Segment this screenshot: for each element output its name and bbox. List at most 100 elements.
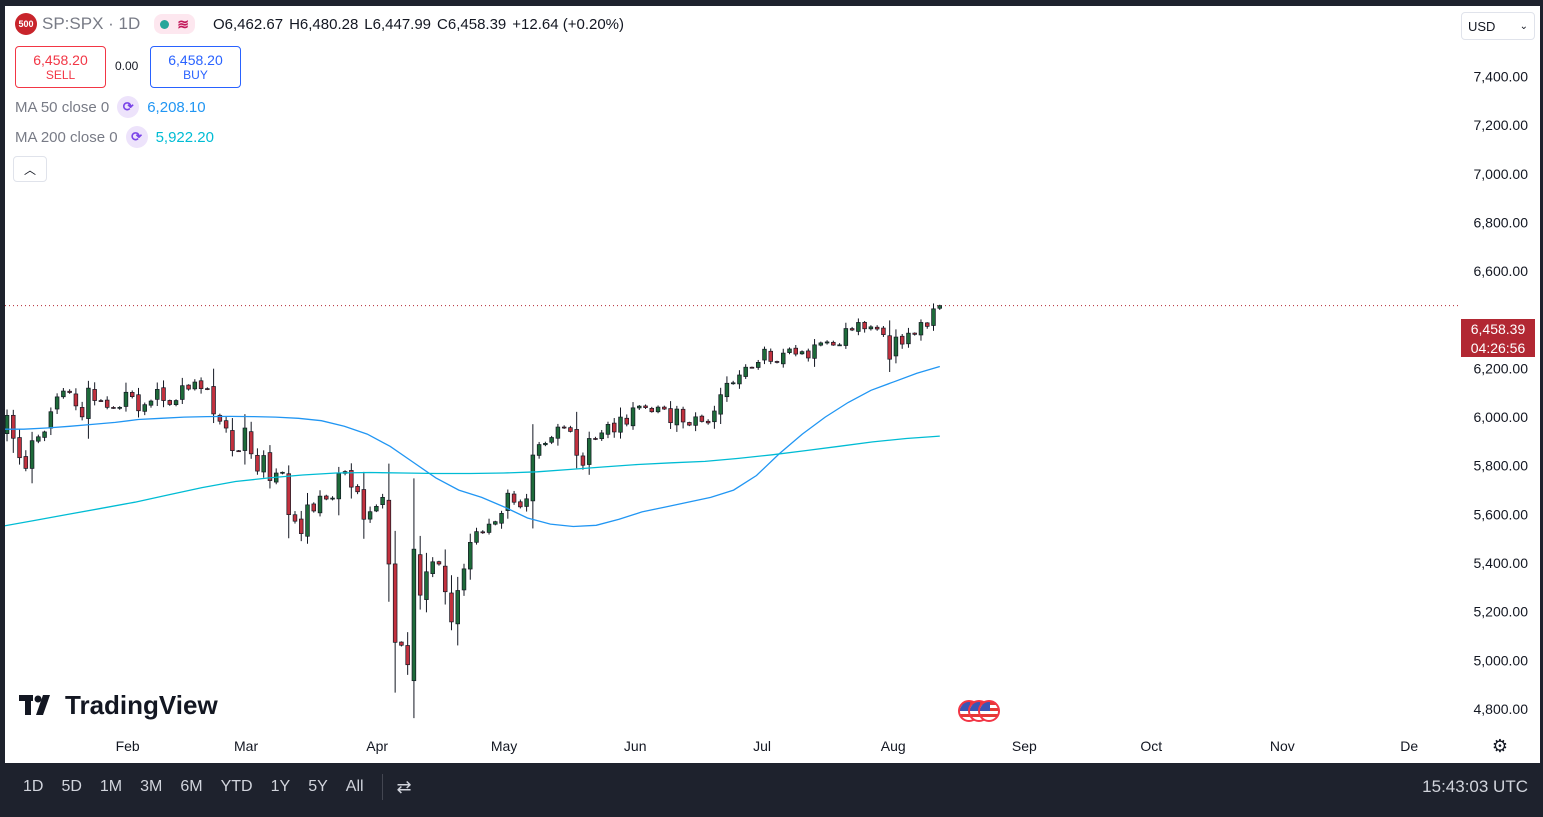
candle-down [111, 407, 116, 409]
timeframe-5d[interactable]: 5D [61, 778, 82, 795]
candle-down [442, 565, 448, 593]
timeframe-5y[interactable]: 5Y [308, 778, 328, 795]
last-price-tag: 6,458.39 [1461, 319, 1535, 338]
candle-up [637, 405, 642, 409]
candle-down [612, 422, 617, 433]
gear-icon[interactable]: ⚙ [1491, 735, 1509, 756]
candle-up [549, 437, 554, 443]
ma50-legend[interactable]: MA 50 close 0 ⟳ 6,208.10 [15, 96, 206, 118]
candle-down [286, 473, 291, 515]
timeframe-6m[interactable]: 6M [180, 778, 203, 795]
close-label: C [437, 15, 448, 33]
candle-down [793, 347, 799, 355]
x-tick-label: Oct [1140, 738, 1162, 754]
candle-up [931, 308, 936, 326]
ma50-label: MA 50 close 0 [15, 98, 110, 116]
events-flags[interactable] [958, 700, 1000, 722]
candle-up [718, 394, 723, 415]
candle-up [724, 382, 730, 398]
candle-down [230, 430, 235, 451]
candle-down [79, 407, 85, 418]
candle-up [280, 471, 285, 474]
refresh-icon[interactable]: ⟳ [117, 96, 140, 118]
candle-up [812, 344, 817, 359]
x-tick-label: Jun [624, 738, 647, 754]
data-wave-icon: ≋ [177, 15, 189, 32]
timeframe-all[interactable]: All [345, 778, 364, 795]
candle-up [42, 431, 47, 438]
candle-down [480, 531, 486, 534]
candle-up [468, 542, 473, 570]
chart-area[interactable]: 7,600.007,400.007,200.007,000.006,800.00… [5, 6, 1540, 763]
high-label: H [289, 15, 300, 33]
candle-up [317, 495, 323, 514]
candle-up [48, 411, 54, 429]
price-chart[interactable]: 7,600.007,400.007,200.007,000.006,800.00… [5, 6, 1540, 763]
candle-up [461, 568, 467, 591]
candle-down [361, 489, 367, 520]
change-value: +12.64 (+0.20%) [512, 15, 625, 33]
bar-countdown-tag: 04:26:56 [1461, 338, 1535, 357]
candle-up [712, 410, 717, 423]
timeframe-3m[interactable]: 3M [140, 778, 163, 795]
bottom-toolbar: 1D 5D 1M 3M 6M YTD 1Y 5Y All ⇄ 15:43:03 … [5, 763, 1540, 811]
candle-down [205, 388, 210, 390]
buy-button[interactable]: 6,458.20 BUY [150, 46, 241, 88]
candle-down [311, 503, 316, 512]
y-tick-label: 5,400.00 [1474, 555, 1529, 571]
timeframe-1y[interactable]: 1Y [270, 778, 291, 795]
market-status-pill[interactable]: ≋ [154, 14, 195, 34]
candle-down [248, 431, 254, 455]
candle-up [411, 548, 417, 682]
candle-down [23, 456, 29, 469]
candle-up [824, 341, 830, 344]
candle-up [555, 426, 561, 439]
candle-down [668, 408, 673, 424]
symbol-title[interactable]: SP:SPX · 1D [42, 14, 141, 33]
candle-up [474, 531, 479, 543]
chevron-up-icon: ︿ [23, 162, 36, 177]
candle-up [155, 389, 160, 400]
low-value: 6,447.99 [372, 15, 432, 33]
buy-price: 6,458.20 [168, 52, 223, 68]
tradingview-logo[interactable]: TradingView [19, 690, 218, 721]
clock[interactable]: 15:43:03 UTC [1422, 777, 1528, 796]
collapse-legend-button[interactable]: ︿ [13, 156, 47, 182]
candle-up [486, 523, 492, 533]
timeframe-ytd[interactable]: YTD [220, 778, 253, 795]
candle-up [86, 387, 91, 419]
sell-button[interactable]: 6,458.20 SELL [15, 46, 106, 88]
x-tick-label: May [491, 738, 517, 754]
candle-down [267, 452, 273, 481]
refresh-icon[interactable]: ⟳ [125, 126, 148, 148]
ma200-legend[interactable]: MA 200 close 0 ⟳ 5,922.20 [15, 126, 214, 148]
timeframe-1m[interactable]: 1M [99, 778, 123, 795]
candle-up [374, 506, 379, 512]
candle-down [98, 400, 104, 402]
currency-select[interactable]: USD ⌄ [1461, 12, 1535, 40]
candle-down [568, 427, 573, 432]
candle-down [392, 563, 398, 643]
candle-down [161, 387, 166, 401]
us-flag-icon[interactable] [978, 700, 1000, 722]
candle-down [417, 554, 423, 596]
candle-up [856, 322, 861, 332]
timeframe-1d[interactable]: 1D [23, 778, 44, 795]
ma50-value: 6,208.10 [147, 98, 206, 116]
chevron-down-icon: ⌄ [1519, 20, 1528, 32]
candle-up [762, 348, 767, 361]
date-range-icon[interactable]: ⇄ [396, 776, 412, 797]
candle-down [223, 420, 229, 429]
candle-down [405, 645, 410, 666]
candle-up [54, 396, 60, 410]
y-tick-label: 4,800.00 [1474, 701, 1529, 717]
high-value: 6,480.28 [299, 15, 359, 33]
x-tick-label: Jul [753, 738, 771, 754]
candle-down [925, 322, 930, 327]
candle-up [336, 473, 342, 500]
y-tick-label: 7,400.00 [1474, 69, 1529, 85]
candle-up [29, 440, 35, 469]
candle-up [148, 400, 154, 406]
y-tick-label: 5,600.00 [1474, 506, 1529, 522]
candle-up [123, 391, 129, 407]
